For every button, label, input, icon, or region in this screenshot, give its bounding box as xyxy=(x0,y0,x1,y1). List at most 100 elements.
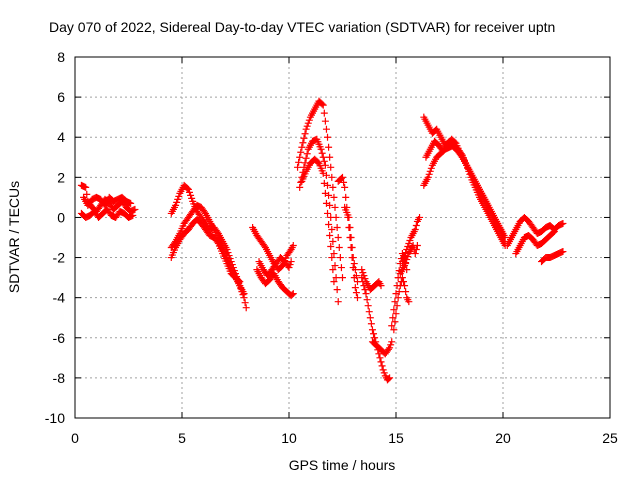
series-seg20 xyxy=(398,213,424,266)
data-point xyxy=(327,243,335,251)
y-tick-label: -4 xyxy=(53,290,66,306)
data-point xyxy=(402,288,410,296)
data-point xyxy=(371,334,379,342)
data-point xyxy=(305,116,313,124)
data-point xyxy=(399,255,407,263)
data-point xyxy=(549,228,557,236)
data-point xyxy=(368,326,376,334)
data-point xyxy=(296,183,304,191)
y-tick-label: 6 xyxy=(57,89,65,105)
data-point xyxy=(333,223,341,231)
data-point xyxy=(334,234,342,241)
data-point xyxy=(424,173,432,181)
data-point xyxy=(364,302,372,310)
data-point xyxy=(302,154,310,162)
data-point xyxy=(287,258,295,266)
data-point xyxy=(398,274,406,282)
data-point xyxy=(329,266,337,274)
data-point xyxy=(213,238,221,246)
data-point xyxy=(127,199,135,207)
data-point xyxy=(172,201,180,209)
data-point xyxy=(380,369,388,377)
data-point xyxy=(406,237,414,245)
data-point xyxy=(320,179,328,187)
y-tick-label: -10 xyxy=(45,410,65,426)
data-point xyxy=(325,143,333,151)
data-point xyxy=(175,192,183,200)
data-point xyxy=(401,262,409,270)
series-seg14 xyxy=(341,203,361,286)
data-point xyxy=(321,117,329,125)
x-tick-label: 5 xyxy=(178,430,186,446)
series-seg6 xyxy=(167,215,244,286)
data-point xyxy=(391,298,399,306)
data-point xyxy=(331,203,339,211)
data-point xyxy=(337,174,345,182)
data-point xyxy=(319,153,327,161)
series-seg8 xyxy=(253,266,297,300)
x-tick-label: 20 xyxy=(495,430,511,446)
data-point xyxy=(390,306,398,314)
data-point xyxy=(499,229,507,237)
series-seg12 xyxy=(298,155,338,286)
series-seg3 xyxy=(80,193,135,209)
data-point xyxy=(187,191,195,199)
data-point xyxy=(363,296,371,304)
data-point xyxy=(131,205,139,213)
data-point xyxy=(324,133,332,141)
data-point xyxy=(286,247,294,255)
data-point xyxy=(379,366,387,374)
data-point xyxy=(399,278,407,286)
data-point xyxy=(352,289,360,297)
data-point xyxy=(330,250,338,258)
data-point xyxy=(188,194,196,202)
data-point xyxy=(328,173,336,181)
data-point xyxy=(200,208,208,216)
data-point xyxy=(325,220,333,228)
data-point xyxy=(390,326,398,334)
data-point xyxy=(332,274,340,282)
data-point xyxy=(370,330,378,338)
data-point xyxy=(404,243,412,251)
data-point xyxy=(559,248,567,256)
data-point xyxy=(393,302,401,310)
data-point xyxy=(314,158,322,166)
data-markers xyxy=(77,97,567,384)
data-point xyxy=(294,163,302,171)
chart-title: Day 070 of 2022, Sidereal Day-to-day VTE… xyxy=(49,19,555,35)
data-point xyxy=(404,253,412,261)
y-tick-label: -2 xyxy=(53,250,66,266)
data-point xyxy=(347,234,355,241)
data-point xyxy=(401,282,409,290)
data-point xyxy=(411,225,419,233)
data-point xyxy=(402,249,410,257)
series-seg24 xyxy=(422,135,507,237)
data-point xyxy=(353,294,361,302)
plot-frame xyxy=(74,56,611,419)
data-point xyxy=(211,228,219,236)
data-point xyxy=(451,138,459,146)
data-point xyxy=(339,274,346,282)
data-point xyxy=(395,288,403,296)
data-point xyxy=(340,178,348,186)
data-point xyxy=(210,225,218,233)
data-point xyxy=(426,167,434,175)
data-point xyxy=(427,164,435,172)
data-point xyxy=(303,122,311,130)
data-point xyxy=(391,318,399,326)
data-point xyxy=(298,143,306,151)
x-tick-label: 15 xyxy=(388,430,404,446)
data-point xyxy=(304,119,312,127)
data-point xyxy=(412,246,420,254)
data-point xyxy=(319,169,327,177)
data-point xyxy=(388,322,396,330)
data-point xyxy=(286,261,294,269)
data-point xyxy=(319,101,327,109)
data-point xyxy=(359,269,367,277)
data-point xyxy=(385,345,393,353)
data-point xyxy=(320,157,328,165)
data-point xyxy=(327,213,335,221)
series-seg26 xyxy=(512,227,558,258)
data-point xyxy=(83,190,91,198)
